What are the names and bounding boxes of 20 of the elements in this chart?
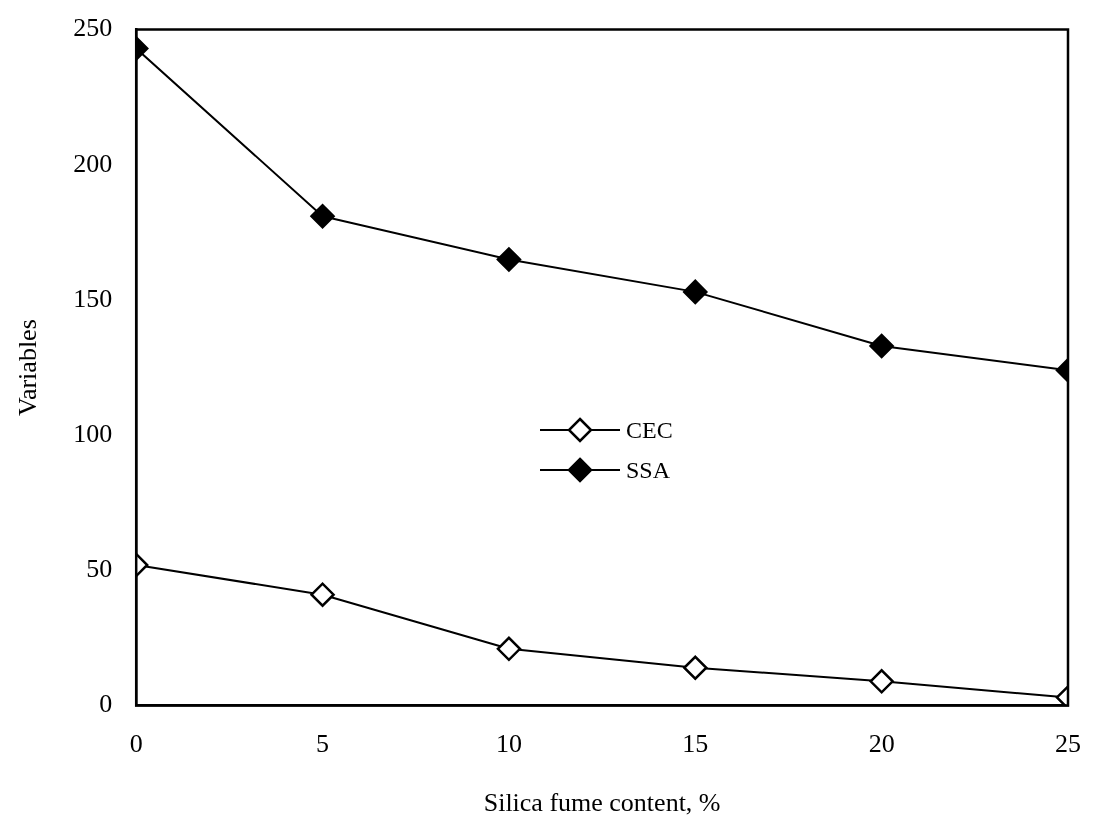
y-tick-label: 150 [73, 283, 113, 313]
y-axis-title: Variables [13, 319, 43, 416]
x-tick-label: 20 [868, 729, 895, 759]
x-tick-label: 15 [682, 729, 709, 759]
y-tick-label: 100 [73, 419, 113, 449]
point [496, 247, 522, 272]
x-tick-label: 10 [495, 729, 522, 759]
y-tick-label: 0 [99, 689, 113, 719]
x-axis-title: Silica fume content, % [483, 788, 721, 818]
point [683, 655, 708, 680]
point [683, 279, 708, 305]
x-tick-label: 0 [129, 729, 143, 759]
x-tick-label: 25 [1055, 729, 1081, 759]
point [496, 636, 522, 662]
y-tick-label: 200 [73, 148, 113, 178]
legend-label: SSA [626, 456, 671, 484]
legend-label: CEC [626, 416, 673, 444]
x-tick-label: 5 [316, 729, 330, 759]
y-tick-label: 50 [86, 554, 113, 584]
y-tick-label: 250 [73, 13, 113, 43]
